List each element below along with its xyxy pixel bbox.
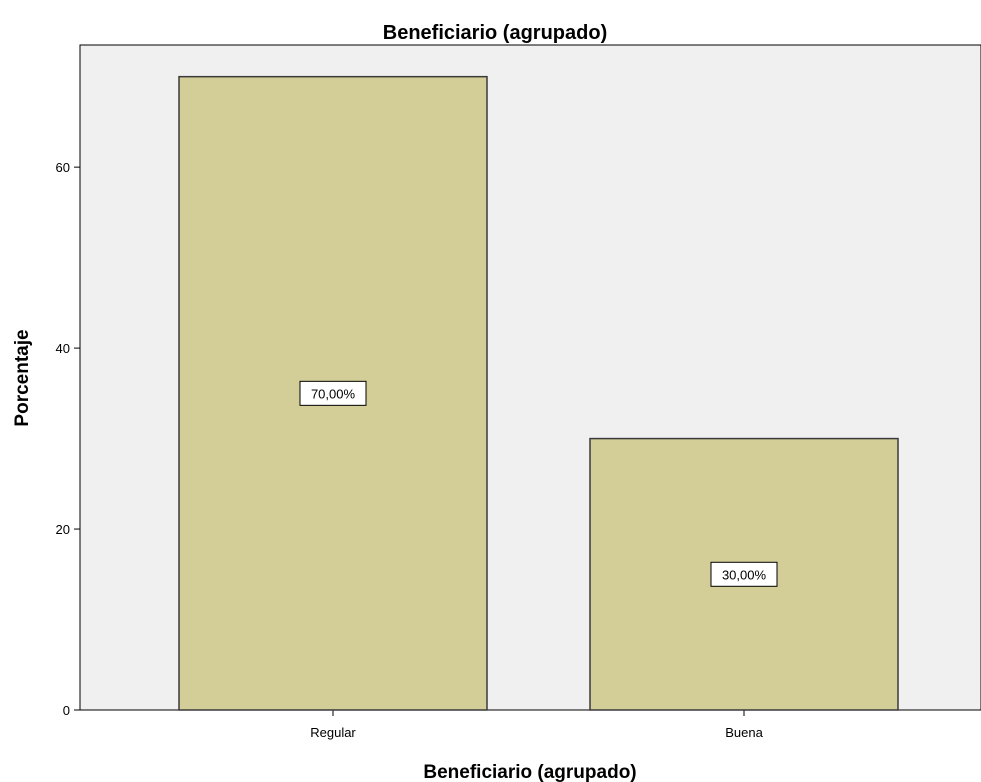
chart-title: Beneficiario (agrupado) xyxy=(383,22,607,44)
x-axis-title: Beneficiario (agrupado) xyxy=(423,762,636,782)
data-label-box xyxy=(710,561,778,587)
data-labels: 70,00% 30,00% xyxy=(299,380,778,587)
y-tick-label: 20 xyxy=(56,522,70,537)
x-tick-label: Buena xyxy=(725,725,763,740)
y-tick-label: 40 xyxy=(56,341,70,356)
data-label: 70,00% xyxy=(299,380,367,406)
x-axis: Regular Buena xyxy=(310,710,764,740)
y-tick-label: 0 xyxy=(63,703,70,718)
data-label-text: 70,00% xyxy=(311,386,356,401)
y-axis-title: Porcentaje xyxy=(12,329,33,426)
data-label: 30,00% xyxy=(710,561,778,587)
y-axis: 0 20 40 60 xyxy=(56,160,80,718)
x-tick-label: Regular xyxy=(310,725,356,740)
y-tick-label: 60 xyxy=(56,160,70,175)
data-label-text: 30,00% xyxy=(722,567,767,582)
data-label-box xyxy=(299,380,367,406)
